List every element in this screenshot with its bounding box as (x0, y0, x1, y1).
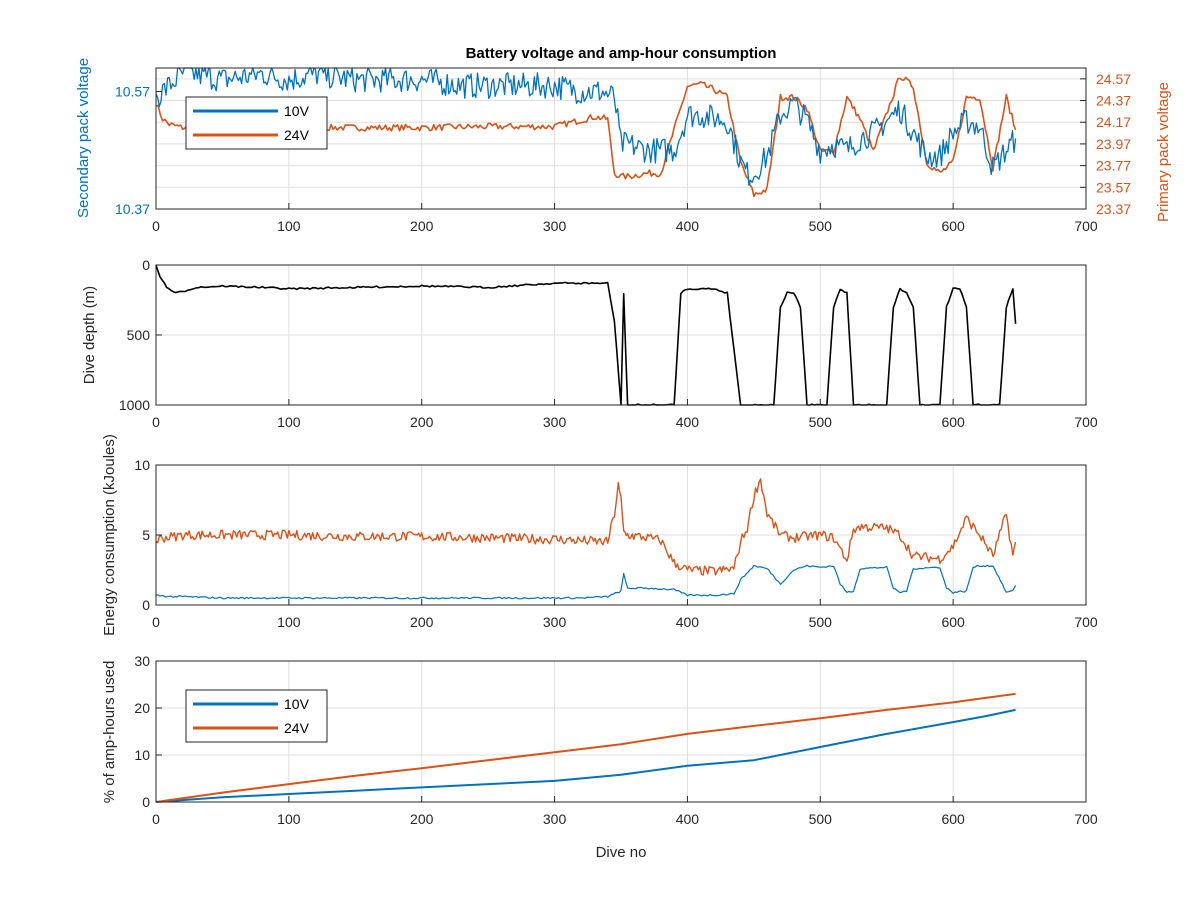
x-tick-label: 600 (941, 811, 965, 827)
y-tick-label: 10 (134, 457, 150, 473)
right-y-tick-label: 23.37 (1096, 201, 1131, 217)
panel-1-legend-label-24v: 24V (284, 127, 310, 143)
panel-1-legend: 10V 24V (185, 96, 328, 150)
right-y-tick-label: 23.97 (1096, 136, 1131, 152)
panel-3-y-label: Energy consumption (kJoules) (101, 434, 118, 636)
x-tick-label: 100 (277, 414, 301, 430)
x-tick-label: 100 (277, 614, 301, 630)
x-tick-label: 500 (809, 414, 833, 430)
y-tick-label: 1000 (119, 397, 150, 413)
panel-4-legend: 10V 24V (185, 689, 328, 743)
panel-4-y-label: % of amp-hours used (101, 661, 118, 804)
panel-4-x-label: Dive no (596, 844, 647, 861)
y-tick-label: 10.37 (115, 201, 150, 217)
panel-2-y-label: Dive depth (m) (81, 286, 98, 384)
panel-4-lines (155, 692, 1016, 803)
x-tick-label: 300 (543, 614, 567, 630)
chart-title: Battery voltage and amp-hour consumption (466, 45, 777, 62)
series-line-energy-10v (155, 564, 1017, 600)
panel-4-legend-box (185, 689, 328, 743)
x-tick-label: 500 (809, 218, 833, 234)
panel-4-y-ticks: 0 10 20 30 (134, 653, 162, 810)
x-tick-label: 400 (676, 414, 700, 430)
x-tick-label: 100 (277, 218, 301, 234)
y-tick-label: 10 (134, 747, 150, 763)
x-tick-label: 600 (941, 614, 965, 630)
panel-4-axes-box (155, 660, 1087, 803)
x-tick-label: 0 (152, 614, 160, 630)
x-tick-label: 200 (410, 218, 434, 234)
x-tick-label: 300 (543, 414, 567, 430)
y-tick-label: 20 (134, 700, 150, 716)
y-tick-label: 0 (142, 794, 150, 810)
right-y-tick-label: 24.57 (1096, 71, 1131, 87)
x-tick-label: 500 (809, 614, 833, 630)
panel-4-amp-hours: 0 100 200 300 400 500 600 700 0 10 20 30 % of amp-… (101, 653, 1098, 861)
right-y-tick-label: 23.57 (1096, 179, 1131, 195)
x-tick-label: 700 (1074, 811, 1098, 827)
x-tick-label: 300 (543, 218, 567, 234)
x-tick-label: 600 (941, 414, 965, 430)
panel-1-legend-box (185, 96, 328, 150)
x-tick-label: 200 (410, 414, 434, 430)
panel-4-legend-label-24v: 24V (284, 720, 310, 736)
panel-1-axes-box (155, 67, 1087, 210)
panel-1-legend-label-10v: 10V (284, 103, 310, 119)
x-tick-label: 200 (410, 614, 434, 630)
panel-3-lines (155, 478, 1017, 600)
panel-3-x-ticks: 0 100 200 300 400 500 600 700 (152, 599, 1098, 630)
panel-1-voltage: Battery voltage and amp-hour consumption… (75, 45, 1172, 234)
x-tick-label: 500 (809, 811, 833, 827)
panel-3-y-ticks: 0 5 10 (134, 457, 162, 613)
series-line-ah-10v (155, 708, 1016, 803)
x-tick-label: 700 (1074, 614, 1098, 630)
right-y-tick-label: 23.77 (1096, 158, 1131, 174)
y-tick-label: 0 (142, 597, 150, 613)
y-tick-label: 500 (127, 327, 151, 343)
series-line-10v (155, 67, 1017, 186)
x-tick-label: 100 (277, 811, 301, 827)
right-y-tick-label: 24.17 (1096, 114, 1131, 130)
panel-1-right-y-ticks: 23.37 23.57 23.77 23.97 24.17 24.37 24.57 (1080, 71, 1131, 217)
x-tick-label: 0 (152, 811, 160, 827)
y-tick-label: 5 (142, 527, 150, 543)
panel-2-y-ticks: 0 500 1000 (119, 257, 162, 413)
panel-1-right-y-label: Primary pack voltage (1155, 82, 1172, 222)
panel-1-x-ticks: 0 100 200 300 400 500 600 700 (152, 203, 1098, 234)
panel-4-legend-label-10v: 10V (284, 696, 310, 712)
panel-4-x-ticks: 0 100 200 300 400 500 600 700 (152, 796, 1098, 827)
x-tick-label: 0 (152, 414, 160, 430)
right-y-tick-label: 24.37 (1096, 93, 1131, 109)
panel-1-left-y-ticks: 10.37 10.57 (115, 84, 162, 217)
series-line-energy-24v (155, 478, 1017, 576)
x-tick-label: 600 (941, 218, 965, 234)
x-tick-label: 400 (676, 811, 700, 827)
x-tick-label: 200 (410, 811, 434, 827)
x-tick-label: 700 (1074, 218, 1098, 234)
y-tick-label: 30 (134, 653, 150, 669)
x-tick-label: 400 (676, 614, 700, 630)
x-tick-label: 700 (1074, 414, 1098, 430)
panel-3-energy: 0 100 200 300 400 500 600 700 0 5 10 Energy consu… (101, 434, 1098, 636)
y-tick-label: 0 (142, 257, 150, 273)
panel-2-depth: 0 100 200 300 400 500 600 700 0 500 1000 Dive dep… (81, 257, 1098, 430)
panel-1-left-y-label: Secondary pack voltage (75, 58, 92, 218)
x-tick-label: 0 (152, 218, 160, 234)
x-tick-label: 300 (543, 811, 567, 827)
x-tick-label: 400 (676, 218, 700, 234)
y-tick-label: 10.57 (115, 84, 150, 100)
panel-2-x-ticks: 0 100 200 300 400 500 600 700 (152, 399, 1098, 430)
series-line-ah-24v (155, 692, 1016, 803)
